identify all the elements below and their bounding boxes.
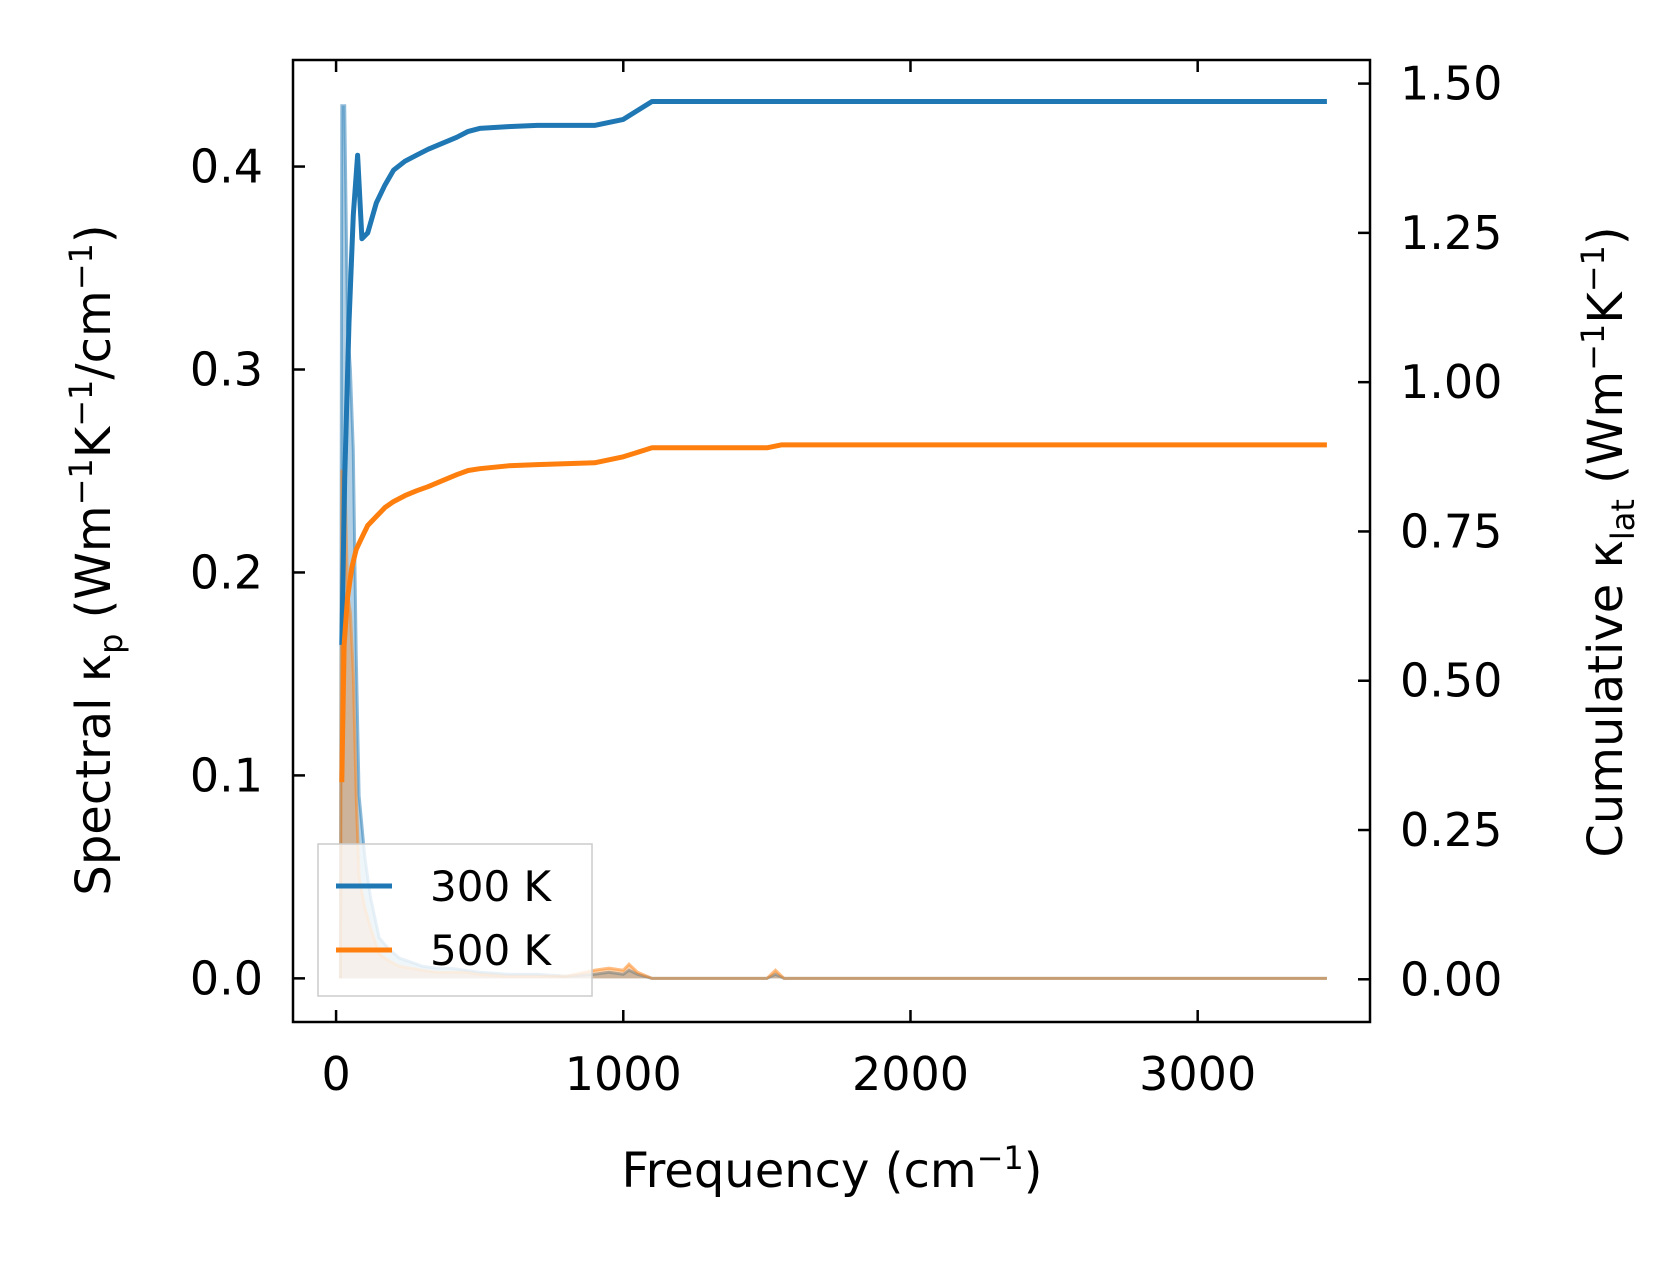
y-right-tick-label: 1.00 bbox=[1400, 355, 1502, 409]
cumulative-line-1 bbox=[339, 442, 1327, 783]
legend-label-300k: 300 K bbox=[430, 862, 553, 911]
y-left-tick-label: 0.3 bbox=[190, 343, 263, 397]
axes-layer: 0 1000 2000 3000 0.0 0.1 0.2 0.3 0.4 0.00 0.25 0.50… bbox=[190, 57, 1503, 1101]
y-right-tick-label: 1.50 bbox=[1400, 57, 1502, 111]
x-tick-label: 2000 bbox=[852, 1047, 969, 1101]
y-left-tick-label: 0.2 bbox=[190, 545, 263, 599]
x-tick-label: 1000 bbox=[565, 1047, 682, 1101]
legend-label-500k: 500 K bbox=[430, 926, 553, 975]
cumulative-line-0 bbox=[339, 99, 1327, 645]
y-right-tick-label: 0.25 bbox=[1400, 803, 1502, 857]
y-left-axis-label: Spectral κp (Wm−1K−1/cm−1) bbox=[62, 224, 130, 895]
legend: 300 K 500 K bbox=[317, 843, 593, 997]
y-right-tick-label: 0.75 bbox=[1400, 504, 1502, 558]
x-tick-label: 0 bbox=[321, 1047, 350, 1101]
plot-frame bbox=[291, 58, 1372, 1024]
y-right-axis-label: Cumulative κlat (Wm−1K−1) bbox=[1574, 226, 1642, 857]
x-axis-label: Frequency (cm−1) bbox=[621, 1139, 1042, 1199]
x-tick-label: 3000 bbox=[1139, 1047, 1256, 1101]
y-right-tick-label: 1.25 bbox=[1400, 206, 1502, 260]
y-left-tick-label: 0.0 bbox=[190, 951, 263, 1005]
y-right-tick-label: 0.50 bbox=[1400, 654, 1502, 708]
y-left-tick-label: 0.1 bbox=[190, 748, 263, 802]
y-right-tick-label: 0.00 bbox=[1400, 952, 1502, 1006]
y-left-tick-label: 0.4 bbox=[190, 140, 263, 194]
legend-frame bbox=[317, 843, 593, 997]
